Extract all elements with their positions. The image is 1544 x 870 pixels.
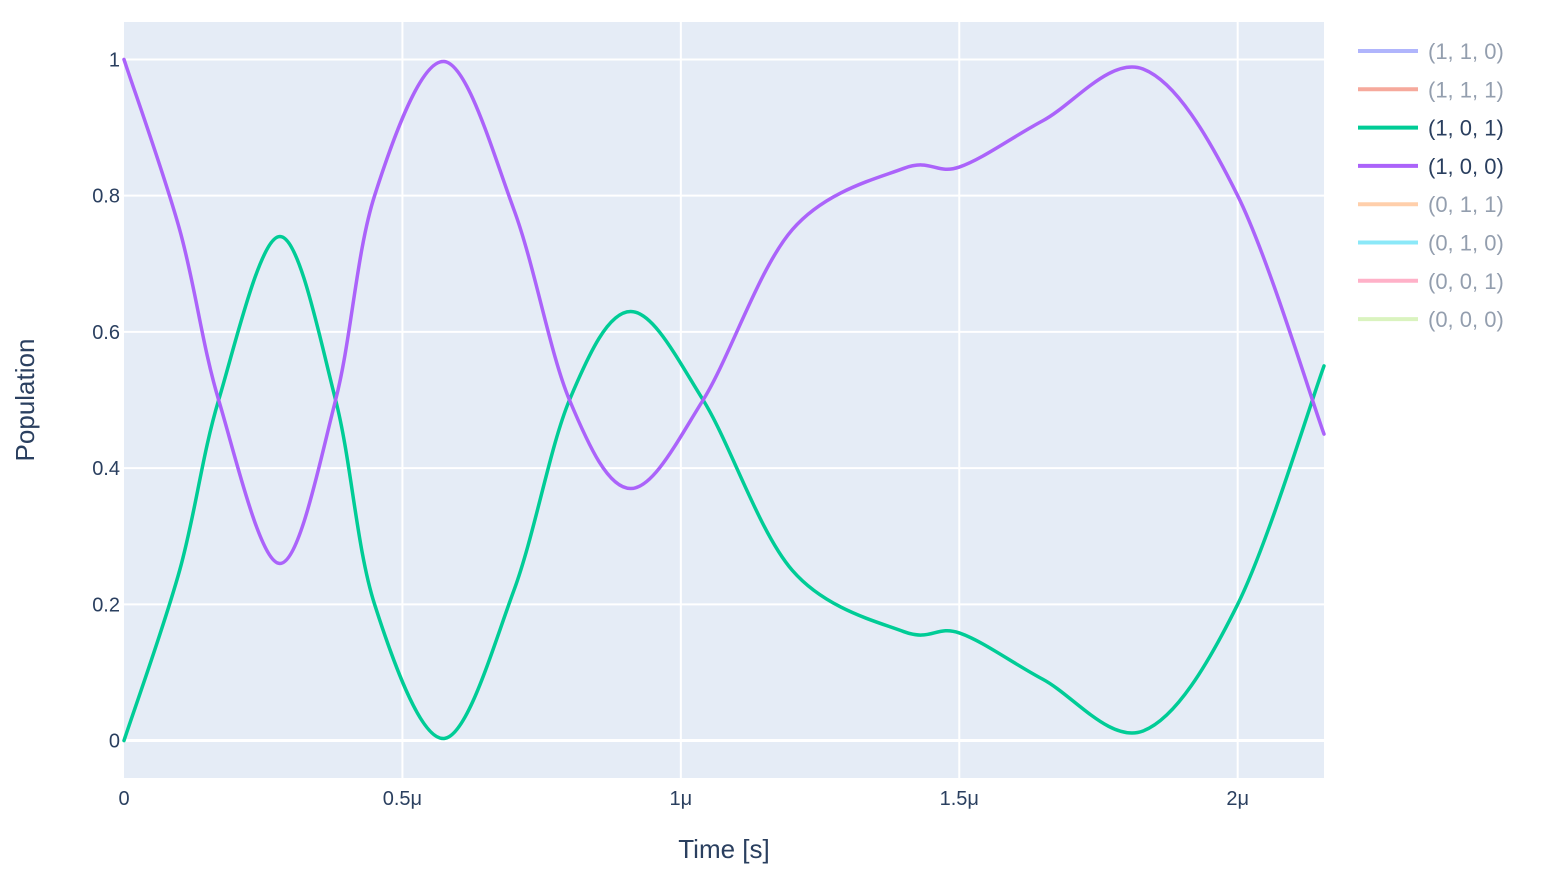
legend-label: (1, 1, 0) xyxy=(1428,39,1504,64)
x-tick-label: 0 xyxy=(118,788,129,810)
y-tick-label: 0 xyxy=(109,731,120,753)
legend-item[interactable]: (0, 1, 0) xyxy=(1358,231,1504,256)
grid-lines xyxy=(124,22,1324,778)
legend-label: (1, 1, 1) xyxy=(1428,77,1504,102)
x-axis-ticks: 0 0.5μ 1μ 1.5μ 2μ xyxy=(118,788,1249,810)
legend-item[interactable]: (1, 1, 1) xyxy=(1358,77,1504,102)
y-tick-label: 1 xyxy=(109,49,120,71)
legend-item[interactable]: (1, 1, 0) xyxy=(1358,39,1504,64)
legend-item[interactable]: (0, 0, 1) xyxy=(1358,269,1504,294)
y-tick-label: 0.2 xyxy=(92,594,120,616)
y-axis-title: Population xyxy=(10,339,40,462)
x-tick-label: 2μ xyxy=(1226,788,1249,810)
legend-label: (1, 0, 0) xyxy=(1428,154,1504,179)
legend-label: (1, 0, 1) xyxy=(1428,116,1504,141)
x-tick-label: 1.5μ xyxy=(940,788,979,810)
legend: (1, 1, 0) (1, 1, 1) (1, 0, 1) (1, 0, 0) (0, … xyxy=(1358,39,1504,332)
legend-label: (0, 1, 1) xyxy=(1428,192,1504,217)
legend-label: (0, 1, 0) xyxy=(1428,231,1504,256)
legend-label: (0, 0, 0) xyxy=(1428,307,1504,332)
legend-item[interactable]: (0, 0, 0) xyxy=(1358,307,1504,332)
plot-background xyxy=(124,22,1324,778)
y-tick-label: 0.6 xyxy=(92,322,120,344)
legend-item[interactable]: (1, 0, 0) xyxy=(1358,154,1504,179)
x-tick-label: 1μ xyxy=(670,788,693,810)
y-axis-ticks: 0 0.2 0.4 0.6 0.8 1 xyxy=(92,49,120,752)
legend-item[interactable]: (1, 0, 1) xyxy=(1358,116,1504,141)
series-line-3 xyxy=(122,57,1326,566)
legend-label: (0, 0, 1) xyxy=(1428,269,1504,294)
x-axis-title: Time [s] xyxy=(678,834,769,864)
x-tick-label: 0.5μ xyxy=(383,788,422,810)
y-tick-label: 0.4 xyxy=(92,458,120,480)
legend-item[interactable]: (0, 1, 1) xyxy=(1358,192,1504,217)
y-tick-label: 0.8 xyxy=(92,186,120,208)
series-lines xyxy=(122,57,1326,743)
